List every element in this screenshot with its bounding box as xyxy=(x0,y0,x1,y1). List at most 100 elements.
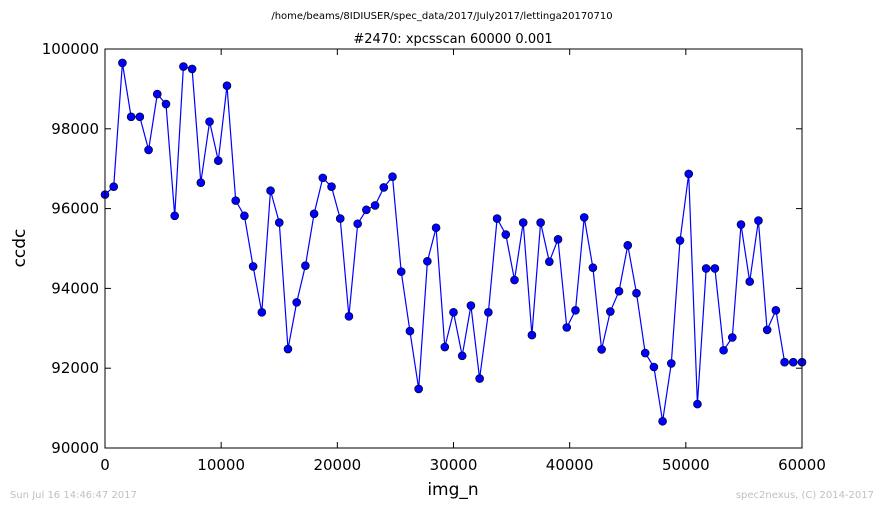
data-point xyxy=(414,384,423,394)
data-point xyxy=(510,275,519,285)
data-point xyxy=(457,351,467,361)
series-line xyxy=(104,62,802,422)
footer-timestamp: Sun Jul 16 14:46:47 2017 xyxy=(10,490,137,501)
data-point xyxy=(440,342,450,352)
data-point xyxy=(501,230,511,239)
figure-suptitle: /home/beams/8IDIUSER/spec_data/2017/July… xyxy=(271,11,612,22)
data-point xyxy=(379,183,389,192)
data-point xyxy=(248,262,258,271)
data-point xyxy=(736,220,746,229)
data-point xyxy=(362,205,371,215)
data-point xyxy=(667,359,676,368)
data-point xyxy=(301,261,310,270)
y-tick-label: 92000 xyxy=(51,359,99,377)
data-point xyxy=(562,323,572,332)
data-point xyxy=(327,182,336,191)
data-point xyxy=(187,64,197,74)
data-point xyxy=(109,182,119,191)
y-tick-label: 90000 xyxy=(51,439,99,457)
data-point xyxy=(484,308,493,317)
data-point xyxy=(466,301,476,310)
y-tick-label: 96000 xyxy=(51,200,99,218)
data-point xyxy=(597,345,606,354)
data-point xyxy=(213,156,223,166)
data-point xyxy=(388,172,397,181)
data-point xyxy=(274,218,284,227)
data-point xyxy=(396,267,406,276)
data-point xyxy=(701,264,711,273)
data-point xyxy=(292,298,301,307)
y-axis-label: ccdc xyxy=(10,229,30,268)
data-point xyxy=(283,344,293,354)
data-point xyxy=(632,288,641,298)
plot-frame xyxy=(104,48,803,449)
tick-layer: 0 10000 20000 30000 40000 50000 60000 90000 9200… xyxy=(42,40,826,474)
data-point xyxy=(205,117,214,126)
data-point xyxy=(344,312,354,321)
data-point xyxy=(170,211,179,221)
data-point xyxy=(754,216,763,225)
data-point xyxy=(640,348,650,358)
y-tick-label: 100000 xyxy=(42,40,99,58)
data-point xyxy=(536,218,545,227)
data-point xyxy=(423,256,432,266)
data-point xyxy=(405,326,415,336)
data-point xyxy=(623,241,633,250)
data-point xyxy=(222,81,232,91)
chart-title: #2470: xpcsscan 60000 0.001 xyxy=(353,32,552,47)
data-point xyxy=(788,357,798,367)
x-tick-label: 20000 xyxy=(313,456,361,474)
data-point xyxy=(335,214,345,223)
x-tick-label: 0 xyxy=(100,456,110,474)
x-tick-label: 10000 xyxy=(197,456,245,474)
data-point xyxy=(762,325,772,335)
data-point xyxy=(606,307,615,316)
data-point xyxy=(196,178,206,187)
data-point xyxy=(309,209,319,219)
data-point xyxy=(684,169,694,179)
data-point xyxy=(545,257,554,266)
data-point xyxy=(257,308,267,317)
data-point xyxy=(240,211,249,221)
data-point xyxy=(588,263,598,272)
data-point xyxy=(553,235,563,244)
data-point xyxy=(710,264,720,273)
data-point xyxy=(727,333,737,342)
y-tick-label: 98000 xyxy=(51,120,99,138)
data-point xyxy=(118,58,127,68)
y-tick-label: 94000 xyxy=(51,279,99,297)
data-point xyxy=(266,186,275,195)
data-point xyxy=(771,306,781,315)
data-point xyxy=(135,112,145,122)
data-point xyxy=(649,362,659,372)
data-point xyxy=(231,196,240,205)
data-point xyxy=(179,62,188,71)
data-point xyxy=(571,306,580,315)
data-point xyxy=(579,213,589,222)
data-point xyxy=(719,345,728,355)
data-point xyxy=(614,286,624,296)
x-tick-label: 50000 xyxy=(662,456,710,474)
x-tick-label: 30000 xyxy=(430,456,478,474)
data-point xyxy=(675,236,685,245)
x-axis-label: img_n xyxy=(427,480,478,500)
data-point xyxy=(449,308,458,317)
footer-credit: spec2nexus, (C) 2014-2017 xyxy=(736,490,874,501)
data-point xyxy=(745,277,755,286)
data-point xyxy=(518,218,528,227)
data-point xyxy=(161,99,171,109)
data-point xyxy=(318,173,328,183)
data-point xyxy=(658,416,667,426)
data-point xyxy=(353,219,362,229)
x-tick-label: 60000 xyxy=(778,456,826,474)
data-point xyxy=(152,89,162,99)
data-point xyxy=(693,399,702,409)
x-tick-label: 40000 xyxy=(546,456,594,474)
data-point xyxy=(370,201,380,210)
data-point xyxy=(144,145,153,155)
data-point xyxy=(431,223,441,233)
data-point xyxy=(492,214,502,223)
data-point xyxy=(126,112,136,122)
data-point xyxy=(780,357,789,367)
